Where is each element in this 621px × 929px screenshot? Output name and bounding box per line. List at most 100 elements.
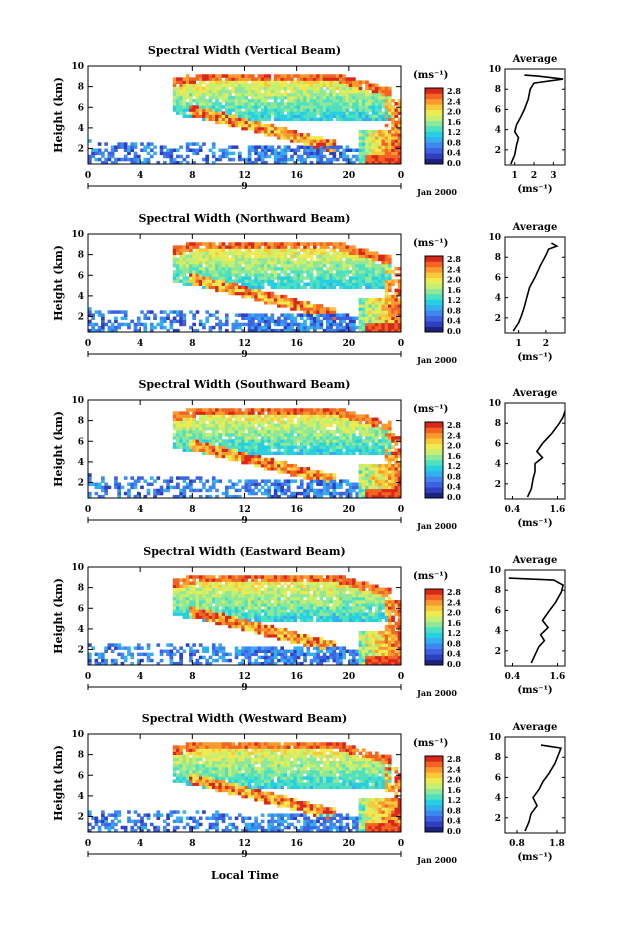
colorbar-swatch [425,321,443,327]
heatmap-cell [374,282,379,286]
heatmap-cell [293,451,298,456]
heatmap-cell [309,267,314,271]
heatmap-cell [172,609,177,613]
heatmap-cell [397,322,402,327]
heatmap-cell [149,154,154,159]
heatmap-cell [316,157,320,162]
heatmap-cell [345,328,350,333]
heatmap-cell [309,276,314,280]
heatmap-cell [195,242,200,246]
heatmap-cell [303,267,307,271]
heatmap-cell [228,120,232,125]
heatmap-cell [247,294,252,299]
heatmap-cell [368,270,373,274]
heatmap-cell [237,494,242,499]
heatmap-cell [312,310,317,314]
heatmap-cell [365,316,369,321]
heatmap-cell [345,448,350,452]
heatmap-cell [88,313,92,317]
heatmap-cell [133,325,138,330]
heatmap-cell [176,80,180,84]
panel-title: Spectral Width (Southward Beam) [138,378,350,391]
heatmap-cell [352,267,356,271]
average-y-tick-label: 2 [495,314,501,324]
heatmap-cell [254,157,258,162]
heatmap-cell [358,463,363,468]
heatmap-cell [397,482,402,487]
heatmap-cell [303,442,307,446]
heatmap-cell [218,154,223,159]
heatmap-cell [345,285,350,290]
heatmap-cell [221,89,226,94]
heatmap-cell [384,285,389,290]
heatmap-cell [342,279,346,283]
heatmap-cell [381,139,386,143]
heatmap-cell [179,86,183,91]
heatmap-cell [140,476,144,480]
heatmap-cell [335,411,340,415]
heatmap-cell [228,251,232,256]
heatmap-cell [205,319,210,324]
heatmap-cell [361,151,366,156]
heatmap-cell [371,160,376,165]
heatmap-cell [299,108,304,112]
heatmap-cell [270,251,275,256]
heatmap-cell [381,307,386,311]
heatmap-cell [251,108,255,112]
heatmap-cell [264,154,268,159]
heatmap-cell [270,482,275,487]
heatmap-cell [192,92,196,97]
heatmap-cell [251,429,255,434]
heatmap-cell [348,160,353,165]
heatmap-cell [303,74,307,78]
heatmap-cell [228,242,232,246]
heatmap-cell [251,448,255,452]
heatmap-cell [273,439,278,443]
heatmap-cell [358,494,363,499]
heatmap-cell [365,270,369,274]
heatmap-cell [267,77,271,81]
heatmap-cell [303,436,307,440]
heatmap-cell [319,263,324,268]
heatmap-cell [326,479,330,483]
heatmap-cell [117,494,121,499]
heatmap-cell [208,148,213,153]
heatmap-cell [198,114,203,118]
heatmap-cell [299,423,304,428]
panel-title: Spectral Width (Vertical Beam) [148,44,341,57]
heatmap-cell [117,652,121,657]
heatmap-cell [326,92,330,97]
heatmap-cell [176,600,180,604]
heatmap-cell [94,148,99,153]
heatmap-cell [257,117,262,122]
heatmap-cell [368,439,373,443]
heatmap-cell [384,297,389,302]
heatmap-cell [384,429,389,434]
heatmap-cell [394,479,399,483]
heatmap-cell [189,148,193,153]
heatmap-cell [264,263,268,268]
heatmap-cell [254,251,258,256]
heatmap-cell [299,86,304,91]
heatmap-cell [309,263,314,268]
heatmap-cell [322,254,327,259]
heatmap-cell [247,420,252,425]
heatmap-cell [290,111,294,115]
heatmap-cell [120,485,125,490]
heatmap-cell [387,491,392,496]
heatmap-cell [189,603,193,607]
colorbar-frame [424,421,444,499]
heatmap-cell [189,606,193,610]
heatmap-cell [283,114,288,118]
heatmap-cell [110,151,115,156]
heatmap-cell [361,445,366,449]
heatmap-cell [355,316,360,321]
heatmap-cell [149,325,154,330]
colorbar-swatch [425,315,443,322]
heatmap-cell [316,436,320,440]
heatmap-cell [218,439,223,443]
heatmap-cell [387,133,392,137]
heatmap-cell [260,254,265,259]
heatmap-cell [156,661,161,666]
heatmap-cell [309,257,314,262]
